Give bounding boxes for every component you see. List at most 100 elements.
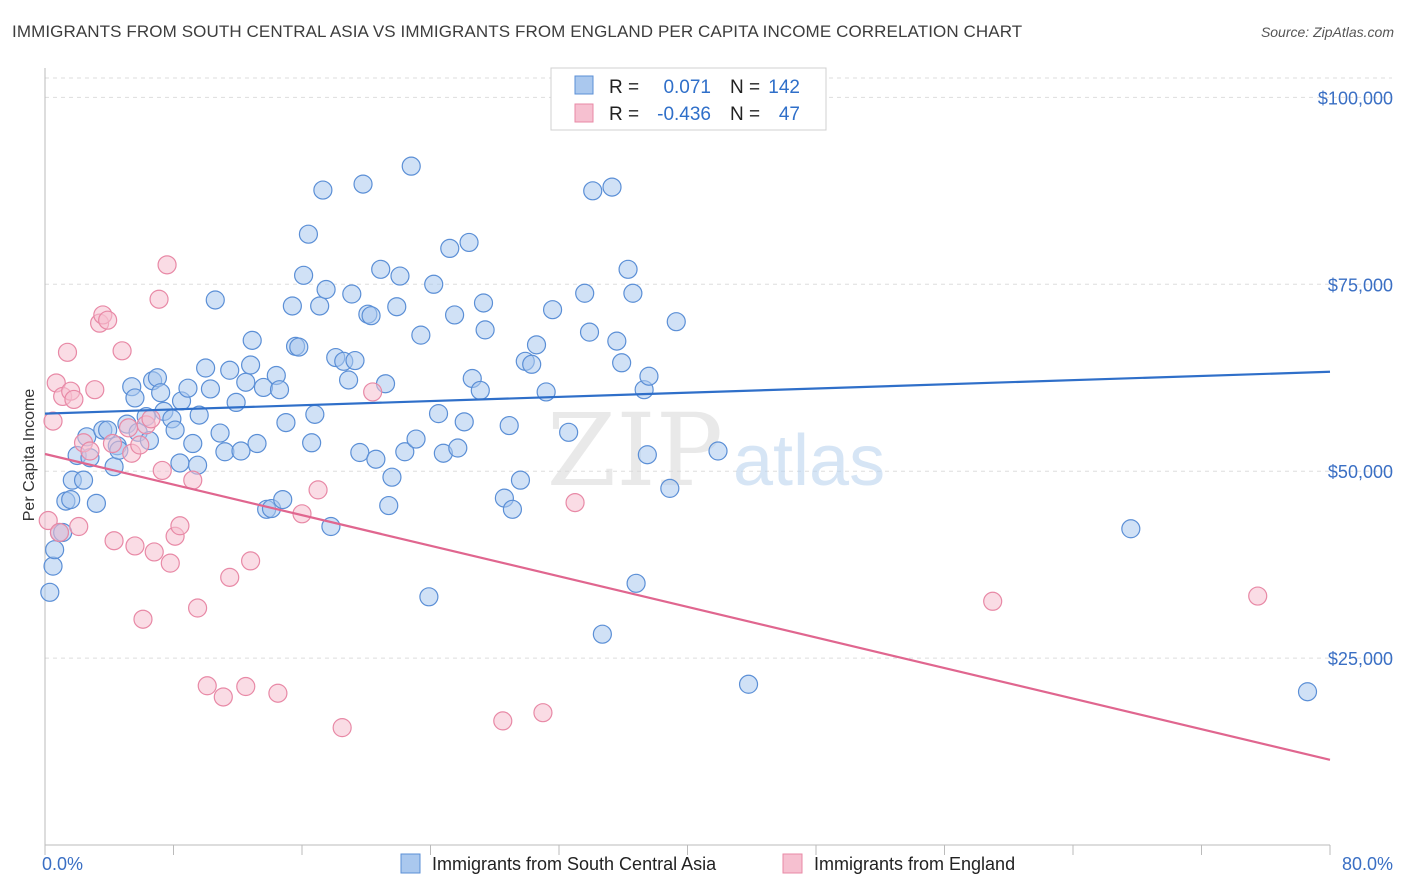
point-south-central-asia xyxy=(151,383,171,403)
stats-blue-swatch xyxy=(574,75,594,95)
point-south-central-asia xyxy=(366,449,386,469)
point-south-central-asia xyxy=(40,582,60,602)
watermark-atlas: atlas xyxy=(733,421,885,501)
point-england xyxy=(308,480,328,500)
point-england xyxy=(170,516,190,536)
point-england xyxy=(80,441,100,461)
stats-pink-r-value: -0.436 xyxy=(657,104,711,125)
point-england xyxy=(197,676,217,696)
stats-blue-n-value: 142 xyxy=(768,77,800,98)
point-england xyxy=(187,598,208,618)
point-south-central-asia xyxy=(575,283,595,303)
x-tick-label-max: 80.0% xyxy=(1342,854,1393,874)
point-south-central-asia xyxy=(592,624,612,644)
point-south-central-asia xyxy=(401,156,421,176)
point-south-central-asia xyxy=(444,305,465,325)
point-south-central-asia xyxy=(470,380,490,401)
point-south-central-asia xyxy=(623,283,643,303)
stats-box: R = 0.071 N = 142 R = -0.436 N = 47 xyxy=(550,67,827,131)
point-south-central-asia xyxy=(522,354,542,374)
point-england xyxy=(104,531,124,551)
point-england xyxy=(149,289,169,309)
point-england xyxy=(220,567,240,587)
y-tick-labels: $25,000 $50,000 $75,000 $100,000 xyxy=(1318,88,1393,669)
point-england xyxy=(213,687,233,707)
point-south-central-asia xyxy=(316,279,336,300)
point-england xyxy=(130,435,150,455)
y-tick-label: $25,000 xyxy=(1328,649,1393,669)
point-south-central-asia xyxy=(226,392,246,413)
point-south-central-asia xyxy=(626,573,646,593)
point-south-central-asia xyxy=(639,366,659,386)
legend-label-south-central-asia: Immigrants from South Central Asia xyxy=(432,854,717,874)
point-england xyxy=(268,683,288,703)
point-england xyxy=(133,609,153,629)
point-south-central-asia xyxy=(708,441,728,461)
point-south-central-asia xyxy=(510,470,531,490)
point-south-central-asia xyxy=(313,180,333,200)
point-england xyxy=(1248,586,1268,606)
legend-swatch-south-central-asia xyxy=(400,853,421,874)
point-south-central-asia xyxy=(473,293,494,313)
point-england xyxy=(69,516,89,537)
x-tick-labels: 0.0% 80.0% xyxy=(42,854,1393,874)
legend: Immigrants from South Central Asia Immig… xyxy=(400,853,1015,874)
point-south-central-asia xyxy=(406,429,426,449)
point-south-central-asia xyxy=(165,420,185,440)
chart-source: Source: ZipAtlas.com xyxy=(1260,24,1394,40)
y-tick-label: $100,000 xyxy=(1318,88,1393,108)
point-south-central-asia xyxy=(242,330,262,350)
y-axis-label: Per Capita Income xyxy=(21,389,38,522)
point-south-central-asia xyxy=(382,467,402,487)
point-south-central-asia xyxy=(210,423,230,443)
axes xyxy=(44,68,1331,855)
trend-line-england xyxy=(44,452,1331,761)
point-south-central-asia xyxy=(276,412,296,433)
trend-lines xyxy=(44,370,1331,761)
point-england xyxy=(332,718,352,738)
point-south-central-asia xyxy=(1297,682,1318,702)
point-england xyxy=(112,341,132,361)
point-south-central-asia xyxy=(371,259,391,279)
point-south-central-asia xyxy=(178,378,198,398)
point-south-central-asia xyxy=(475,320,495,340)
point-south-central-asia xyxy=(231,441,251,461)
point-england xyxy=(102,433,123,454)
stats-pink-swatch xyxy=(574,103,594,123)
point-england xyxy=(64,389,84,410)
point-south-central-asia xyxy=(459,232,479,253)
stats-blue-r-value: 0.071 xyxy=(663,77,711,98)
point-england xyxy=(57,342,78,362)
point-south-central-asia xyxy=(345,350,365,371)
stats-box-frame xyxy=(550,67,827,131)
point-england xyxy=(152,460,172,481)
point-south-central-asia xyxy=(282,296,302,316)
point-south-central-asia xyxy=(305,404,325,424)
point-south-central-asia xyxy=(618,259,638,279)
legend-label-england: Immigrants from England xyxy=(814,854,1015,874)
point-south-central-asia xyxy=(183,433,203,454)
point-south-central-asia xyxy=(302,433,322,453)
x-tick-label-min: 0.0% xyxy=(42,854,83,874)
point-south-central-asia xyxy=(298,224,319,244)
point-south-central-asia xyxy=(73,470,94,490)
point-england xyxy=(144,542,164,562)
point-south-central-asia xyxy=(273,490,293,510)
watermark-zip: ZIP xyxy=(547,392,723,509)
point-south-central-asia xyxy=(387,297,407,317)
point-england xyxy=(141,409,161,429)
legend-swatch-england xyxy=(782,853,803,874)
point-south-central-asia xyxy=(502,499,523,519)
stats-blue-n-label: N = xyxy=(730,77,760,98)
point-england xyxy=(236,676,256,697)
point-south-central-asia xyxy=(215,442,235,462)
point-england xyxy=(43,411,63,431)
point-england xyxy=(38,510,58,531)
point-south-central-asia xyxy=(612,353,632,373)
point-south-central-asia xyxy=(660,478,680,498)
point-south-central-asia xyxy=(440,238,460,258)
point-south-central-asia xyxy=(125,388,145,408)
point-south-central-asia xyxy=(350,442,370,463)
point-england xyxy=(183,470,203,490)
point-south-central-asia xyxy=(738,674,759,694)
